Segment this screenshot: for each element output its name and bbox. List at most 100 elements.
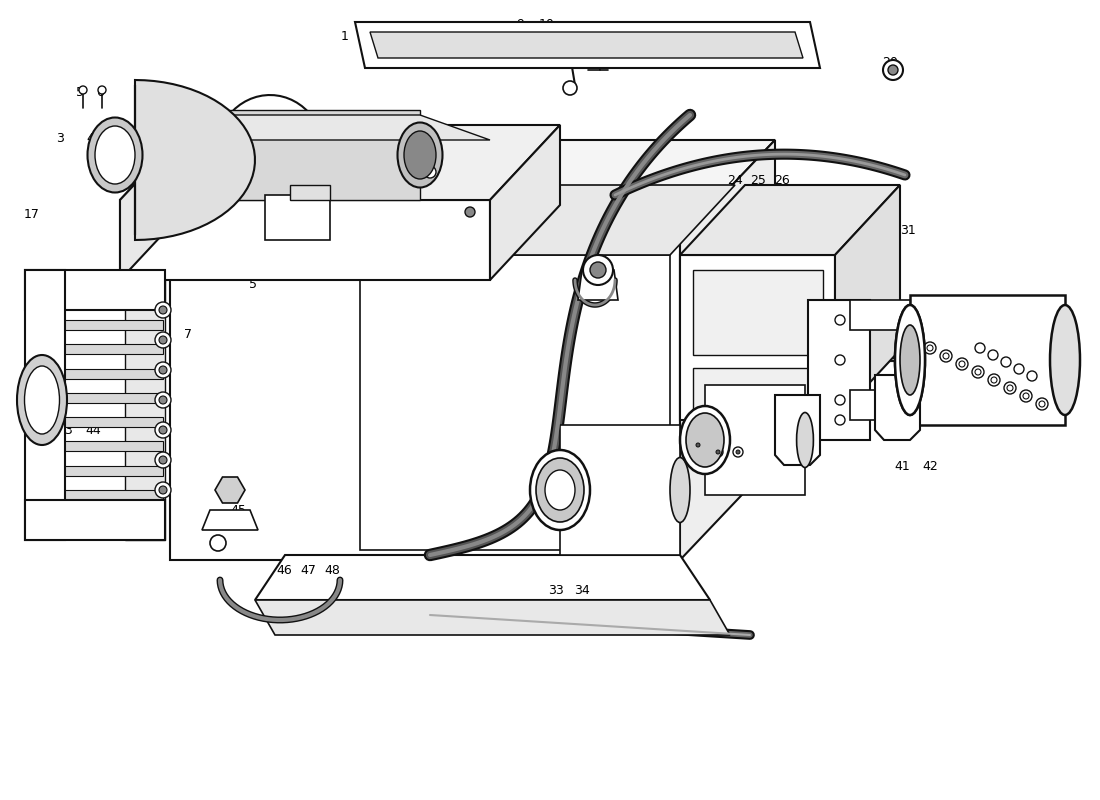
Text: 19: 19 [436, 186, 451, 198]
Circle shape [713, 447, 723, 457]
Polygon shape [850, 300, 910, 330]
Text: 18: 18 [412, 186, 428, 198]
Text: 49: 49 [636, 542, 652, 554]
Polygon shape [874, 375, 920, 440]
Text: 45: 45 [230, 503, 246, 517]
Polygon shape [120, 125, 190, 280]
Text: 3: 3 [56, 131, 64, 145]
Ellipse shape [796, 413, 813, 467]
Circle shape [975, 369, 981, 375]
Polygon shape [125, 270, 165, 540]
Ellipse shape [895, 305, 925, 415]
Text: 38: 38 [898, 374, 914, 386]
Circle shape [1004, 382, 1016, 394]
Circle shape [160, 456, 167, 464]
Circle shape [160, 336, 167, 344]
Text: 47: 47 [300, 563, 316, 577]
Polygon shape [360, 185, 735, 255]
Polygon shape [680, 140, 775, 560]
Circle shape [1006, 385, 1013, 391]
Text: 15: 15 [260, 186, 276, 198]
Circle shape [927, 345, 933, 351]
Text: 7: 7 [216, 129, 224, 142]
Ellipse shape [900, 325, 920, 395]
Circle shape [1023, 393, 1028, 399]
Text: 5: 5 [76, 86, 84, 99]
Text: 33: 33 [548, 583, 564, 597]
Polygon shape [190, 110, 420, 200]
Text: 41: 41 [894, 459, 910, 473]
Circle shape [210, 535, 225, 551]
Polygon shape [120, 125, 560, 200]
Text: 11: 11 [568, 54, 583, 66]
Circle shape [835, 395, 845, 405]
Text: 33: 33 [976, 303, 992, 317]
Circle shape [1020, 390, 1032, 402]
Circle shape [888, 65, 898, 75]
Circle shape [972, 366, 984, 378]
Polygon shape [370, 32, 803, 58]
Text: 20: 20 [486, 178, 502, 191]
Polygon shape [910, 295, 1065, 425]
Polygon shape [202, 510, 258, 530]
Polygon shape [560, 425, 680, 555]
Polygon shape [214, 477, 245, 503]
Ellipse shape [1050, 305, 1080, 415]
Ellipse shape [680, 406, 730, 474]
Polygon shape [776, 395, 820, 465]
Circle shape [883, 60, 903, 80]
Circle shape [160, 426, 167, 434]
Circle shape [943, 353, 949, 359]
Circle shape [155, 482, 170, 498]
Polygon shape [135, 80, 255, 240]
Text: 8: 8 [386, 23, 394, 37]
Ellipse shape [530, 450, 590, 530]
Polygon shape [680, 255, 835, 420]
Circle shape [155, 302, 170, 318]
Polygon shape [170, 240, 680, 560]
Circle shape [956, 358, 968, 370]
Circle shape [155, 422, 170, 438]
Text: 30: 30 [800, 298, 816, 311]
Polygon shape [28, 369, 163, 378]
Text: 2: 2 [196, 169, 204, 182]
Circle shape [733, 447, 742, 457]
Polygon shape [135, 115, 490, 140]
Text: 17: 17 [24, 209, 40, 222]
Polygon shape [255, 600, 730, 635]
Text: 22: 22 [590, 218, 606, 231]
Polygon shape [290, 185, 330, 200]
Circle shape [835, 355, 845, 365]
Text: 35: 35 [702, 442, 718, 454]
Circle shape [940, 350, 952, 362]
Text: 37: 37 [748, 442, 763, 454]
Polygon shape [25, 270, 165, 310]
Polygon shape [355, 22, 820, 68]
Circle shape [959, 361, 965, 367]
Polygon shape [693, 270, 823, 355]
Text: 46: 46 [276, 563, 292, 577]
Ellipse shape [24, 366, 59, 434]
Text: 16: 16 [47, 354, 63, 366]
Polygon shape [28, 344, 163, 354]
Text: 12: 12 [588, 41, 604, 54]
Circle shape [155, 392, 170, 408]
Polygon shape [705, 385, 805, 495]
Circle shape [835, 315, 845, 325]
Polygon shape [28, 466, 163, 476]
Ellipse shape [88, 118, 143, 193]
Text: 5: 5 [249, 278, 257, 291]
Text: 48: 48 [324, 563, 340, 577]
Text: 13: 13 [610, 41, 626, 54]
Ellipse shape [895, 305, 925, 415]
Circle shape [160, 366, 167, 374]
Circle shape [160, 486, 167, 494]
Circle shape [98, 86, 106, 94]
Text: 44: 44 [85, 423, 101, 437]
Polygon shape [360, 255, 670, 550]
Text: 42: 42 [922, 459, 938, 473]
Circle shape [563, 81, 578, 95]
Text: 29: 29 [777, 298, 793, 311]
Text: 1: 1 [26, 289, 34, 302]
Circle shape [160, 306, 167, 314]
